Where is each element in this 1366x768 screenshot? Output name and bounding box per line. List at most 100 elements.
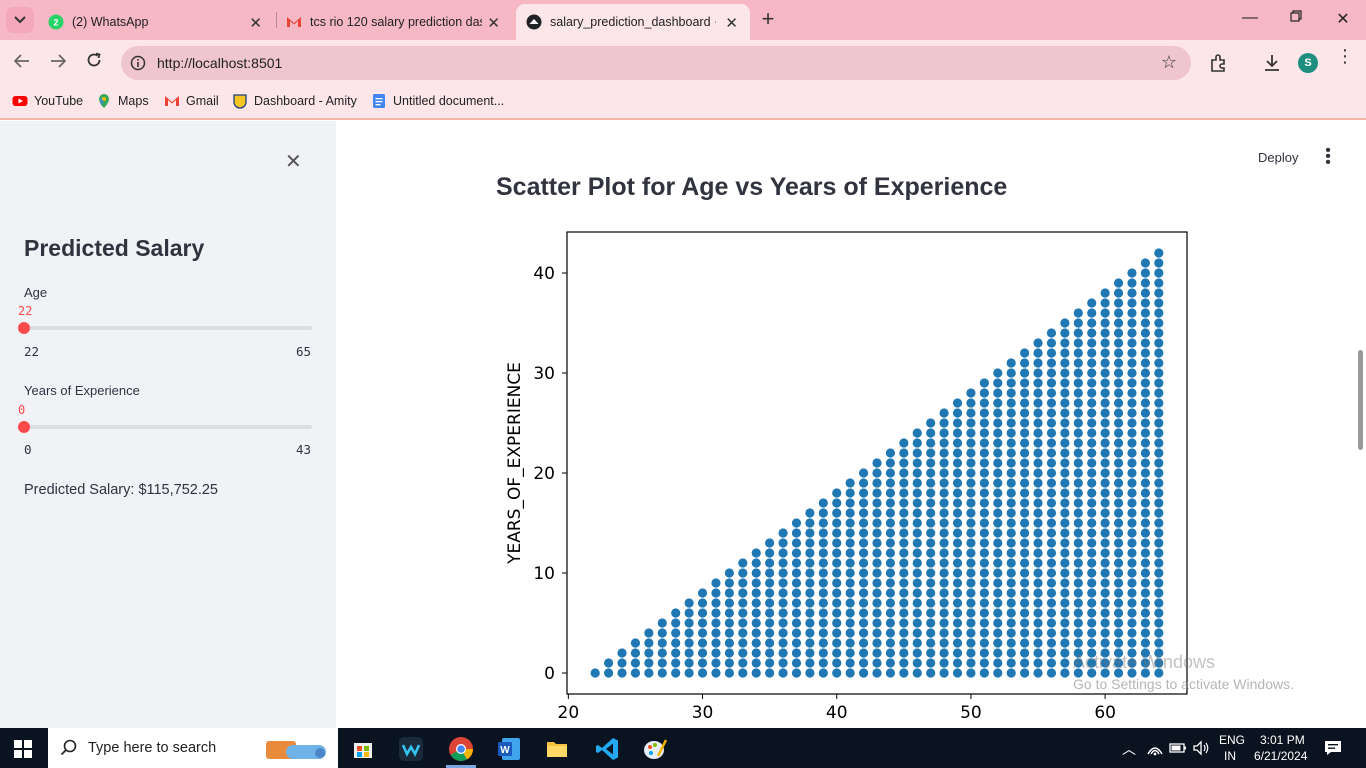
scatter-point [684, 598, 694, 608]
scatter-point [993, 498, 1003, 508]
reload-button[interactable] [83, 52, 105, 73]
sidebar-close-button[interactable]: ✕ [285, 151, 302, 173]
scatter-point [979, 588, 989, 598]
scatter-point [818, 578, 828, 588]
word-icon[interactable]: W [496, 736, 522, 762]
scatter-point [832, 568, 842, 578]
scatter-point [1033, 618, 1043, 628]
scatter-point [711, 598, 721, 608]
tab-salary-dashboard[interactable]: salary_prediction_dashboard · S ✕ [516, 4, 750, 40]
scatter-point [1020, 468, 1030, 478]
close-icon[interactable]: ✕ [725, 15, 738, 32]
x-tick-label: 50 [960, 703, 982, 723]
scatter-point [1100, 298, 1110, 308]
scatter-point [899, 668, 909, 678]
scatter-point [738, 588, 748, 598]
bookmark-maps[interactable]: Maps [96, 93, 149, 109]
tab-gmail[interactable]: tcs rio 120 salary prediction das ✕ [276, 4, 512, 40]
scatter-point [926, 458, 936, 468]
scatter-point [858, 608, 869, 618]
extensions-icon[interactable] [1208, 52, 1230, 74]
experience-slider-thumb[interactable] [18, 421, 30, 433]
scatter-point [1127, 468, 1137, 478]
taskbar-search-box[interactable]: Type here to search [48, 728, 338, 768]
file-explorer-icon[interactable] [544, 736, 570, 762]
scatter-point [1060, 658, 1070, 668]
experience-slider-track[interactable] [24, 425, 312, 429]
browser-menu-icon[interactable]: ⋮ [1336, 46, 1354, 66]
scatter-point [1033, 378, 1043, 388]
bookmark-gmail[interactable]: Gmail [164, 93, 219, 109]
scatter-point [805, 638, 815, 648]
bookmark-dashboard-amity[interactable]: Dashboard - Amity [232, 93, 357, 109]
profile-avatar[interactable]: S [1298, 53, 1318, 73]
webex-icon[interactable] [398, 736, 424, 762]
scatter-point [1033, 368, 1043, 378]
notifications-icon[interactable] [1324, 740, 1342, 756]
url-text[interactable]: http://localhost:8501 [157, 55, 283, 71]
battery-icon[interactable] [1169, 741, 1187, 755]
bookmark-youtube[interactable]: YouTube [12, 93, 83, 109]
scatter-point [805, 558, 815, 568]
download-icon[interactable] [1261, 52, 1283, 74]
scatter-point [1087, 368, 1097, 378]
chrome-icon[interactable] [448, 736, 474, 762]
scatter-point [604, 658, 614, 668]
scatter-point [1127, 378, 1137, 388]
app-menu-icon[interactable]: • • • [1325, 142, 1331, 171]
scatter-point [993, 428, 1003, 438]
scatter-point [791, 598, 802, 608]
scatter-point [858, 618, 869, 628]
scatter-point [1113, 628, 1124, 638]
site-info-icon[interactable] [130, 55, 146, 71]
scatter-point [1060, 598, 1070, 608]
age-slider-thumb[interactable] [18, 322, 30, 334]
language-indicator[interactable]: ENG [1219, 733, 1246, 747]
window-close-button[interactable]: ✕ [1336, 11, 1350, 28]
tray-expand-icon[interactable]: ︿ [1122, 741, 1136, 757]
scatter-point [1127, 308, 1137, 318]
volume-icon[interactable] [1192, 740, 1210, 756]
scatter-point [1127, 508, 1137, 518]
bookmark-label: Dashboard - Amity [254, 94, 357, 108]
paint-icon[interactable] [642, 736, 668, 762]
scatter-point [1006, 598, 1016, 608]
scatter-point [832, 508, 842, 518]
search-highlight-illustration-icon [266, 741, 326, 759]
scatter-point [993, 588, 1003, 598]
microsoft-store-icon[interactable] [350, 736, 376, 762]
scatter-point [1113, 618, 1124, 628]
tab-whatsapp[interactable]: 2 (2) WhatsApp ✕ [38, 4, 274, 40]
windows-start-icon[interactable] [14, 740, 32, 758]
scatter-point [858, 668, 869, 678]
wifi-icon[interactable] [1146, 740, 1164, 756]
scatter-point [912, 468, 922, 478]
scatter-point [1154, 358, 1164, 368]
clock-date[interactable]: 6/21/2024 [1254, 749, 1308, 763]
new-tab-button[interactable]: + [761, 6, 775, 31]
region-indicator[interactable]: IN [1224, 749, 1236, 763]
page-scrollbar[interactable] [1358, 350, 1363, 450]
tab-search-button[interactable] [6, 7, 34, 33]
forward-button[interactable] [47, 52, 69, 73]
scatter-point [738, 628, 748, 638]
bookmark-untitled-document[interactable]: Untitled document... [371, 93, 504, 109]
deploy-button[interactable]: Deploy [1258, 150, 1299, 165]
scatter-point [1113, 418, 1124, 428]
scatter-point [1140, 478, 1150, 488]
scatter-point [952, 568, 963, 578]
restore-button[interactable] [1286, 9, 1306, 27]
scatter-point [1006, 668, 1016, 678]
minimize-button[interactable]: — [1242, 9, 1258, 26]
age-slider-track[interactable] [24, 326, 312, 330]
close-icon[interactable]: ✕ [249, 15, 262, 32]
clock-time[interactable]: 3:01 PM [1260, 733, 1305, 747]
scatter-point [1073, 558, 1083, 568]
close-icon[interactable]: ✕ [487, 15, 500, 32]
scatter-point [1127, 618, 1137, 628]
vscode-icon[interactable] [594, 736, 620, 762]
bookmark-star-icon[interactable]: ☆ [1160, 52, 1177, 72]
back-button[interactable] [11, 52, 33, 73]
scatter-point [872, 588, 882, 598]
address-bar[interactable]: http://localhost:8501 ☆ [121, 46, 1191, 80]
